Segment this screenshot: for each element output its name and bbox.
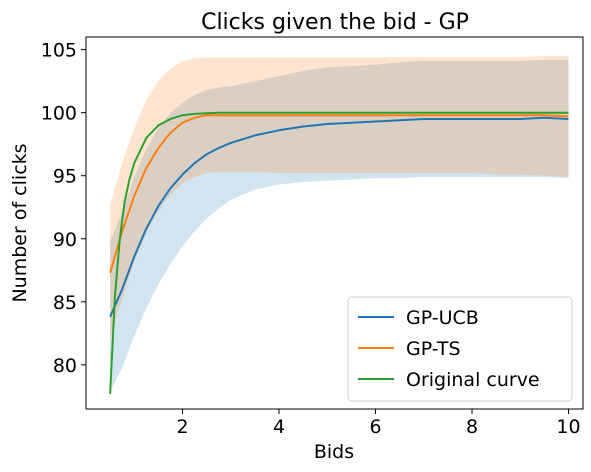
legend-box [347, 296, 573, 402]
legend-label-gp-ts: GP-TS [406, 338, 461, 360]
y-tick-label: 80 [53, 355, 77, 377]
x-axis-label: Bids [314, 441, 354, 463]
plot-frame [85, 36, 584, 410]
x-axis-ticks: 2 4 6 8 10 [176, 409, 581, 438]
confidence-bands [110, 55, 569, 393]
y-tick-label: 85 [53, 292, 77, 314]
legend-label-gp-ucb: GP-UCB [406, 307, 479, 329]
x-tick-label: 10 [556, 416, 580, 438]
y-tick-label: 105 [41, 40, 77, 62]
x-tick-label: 4 [273, 416, 285, 438]
original-curve-line [109, 111, 569, 394]
x-tick-label: 2 [176, 416, 188, 438]
x-tick-label: 8 [466, 416, 478, 438]
gp-ucb-confidence-band [110, 59, 569, 393]
series-lines [109, 111, 569, 394]
y-tick-label: 90 [53, 229, 77, 251]
legend: GP-UCB GP-TS Original curve [347, 296, 573, 402]
chart-title: Clicks given the bid - GP [201, 10, 469, 35]
y-tick-label: 100 [41, 103, 77, 125]
gp-ts-confidence-band [110, 55, 569, 340]
legend-label-original-curve: Original curve [406, 369, 540, 391]
gp-ucb-line [109, 116, 569, 318]
y-axis-ticks: 80 85 90 95 100 105 [41, 40, 86, 377]
y-tick-label: 95 [53, 166, 77, 188]
y-axis-label: Number of clicks [9, 143, 31, 302]
gp-ts-line [109, 114, 569, 274]
x-tick-label: 6 [369, 416, 381, 438]
